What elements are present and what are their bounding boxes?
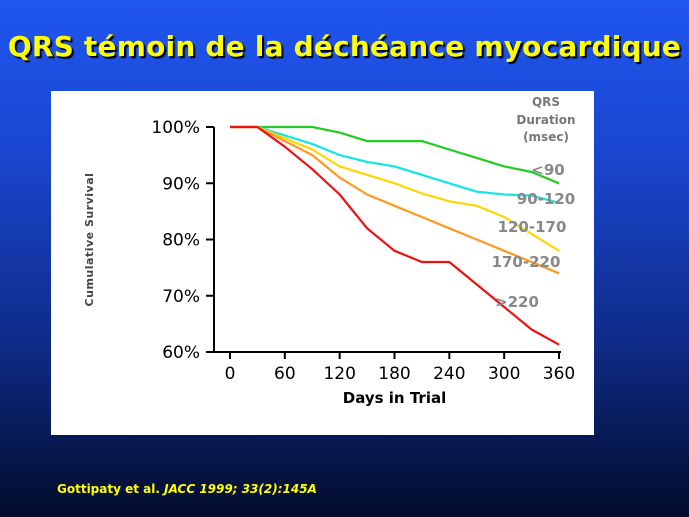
x-tick-label: 60 bbox=[274, 364, 296, 384]
y-tick-label: 100% bbox=[151, 118, 200, 138]
x-tick-label: 300 bbox=[488, 364, 520, 384]
series-line bbox=[230, 125, 560, 252]
x-tick-label: 0 bbox=[225, 364, 236, 384]
y-tick-label: 70% bbox=[162, 287, 200, 307]
y-axis-label: Cumulative Survival bbox=[83, 173, 96, 307]
y-tick-label: 90% bbox=[162, 174, 200, 194]
legend-label: 170-220 bbox=[492, 253, 561, 271]
x-tick-label: 240 bbox=[433, 364, 465, 384]
legend-title-line: Duration bbox=[516, 113, 575, 127]
x-tick-label: 180 bbox=[378, 364, 410, 384]
series-line bbox=[230, 125, 560, 185]
citation: Gottipaty et al. JACC 1999; 33(2):145A bbox=[57, 482, 317, 496]
series-line bbox=[230, 125, 560, 275]
slide-title: QRS témoin de la déchéance myocardique bbox=[7, 30, 682, 63]
series-line bbox=[230, 125, 560, 204]
legend-label: 120-170 bbox=[498, 218, 567, 236]
citation-reference: 1999; 33(2):145A bbox=[199, 482, 317, 496]
chart-panel: 60% 70% 80% 90% 100% 0 60 120 180 240 300 360 Days i… bbox=[51, 91, 594, 435]
y-tick-label: 80% bbox=[162, 231, 200, 251]
legend-label: <90 bbox=[531, 161, 564, 179]
x-tick-label: 360 bbox=[543, 364, 575, 384]
legend-title-line: (msec) bbox=[523, 130, 569, 144]
legend-title-line: QRS bbox=[532, 95, 560, 109]
citation-authors: Gottipaty et al. bbox=[57, 482, 160, 496]
series-line bbox=[230, 125, 560, 346]
x-tick-label: 120 bbox=[323, 364, 355, 384]
y-tick-label: 60% bbox=[162, 343, 200, 363]
citation-journal: JACC bbox=[164, 482, 196, 496]
legend-label: >220 bbox=[495, 293, 539, 311]
survival-chart: 60% 70% 80% 90% 100% 0 60 120 180 240 300 360 Days i… bbox=[83, 95, 576, 407]
legend-label: 90-120 bbox=[517, 190, 575, 208]
x-axis-label: Days in Trial bbox=[343, 389, 446, 407]
